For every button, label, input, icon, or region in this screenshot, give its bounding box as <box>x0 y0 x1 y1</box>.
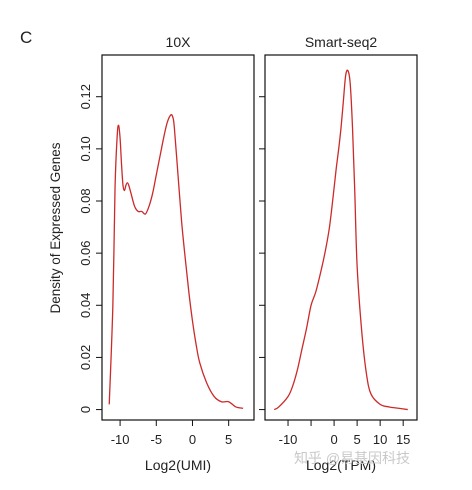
x-tick-label-smartseq2: 0 <box>330 432 337 447</box>
panel-title-10x: 10X <box>166 34 192 50</box>
panel-10x: 10X -10 -5 0 5 0 0.02 0.04 0.06 0.08 0.10 0.12 Log… <box>78 34 254 473</box>
y-axis-label: Density of Expressed Genes <box>48 142 63 313</box>
watermark-text: 知乎 @易基因科技 <box>294 450 410 466</box>
x-tick-label-10x: -5 <box>151 432 163 447</box>
tick-group-smartseq2: -10 0 5 10 15 <box>259 97 410 447</box>
x-axis-label-10x: Log2(UMI) <box>145 457 211 473</box>
y-tick-label-10x: 0 <box>78 406 93 413</box>
density-curve-smartseq2 <box>274 70 408 409</box>
x-tick-label-smartseq2: 5 <box>354 432 361 447</box>
y-tick-label-10x: 0.08 <box>78 188 93 213</box>
y-tick-label-10x: 0.02 <box>78 345 93 370</box>
x-tick-label-smartseq2: 10 <box>373 432 387 447</box>
x-tick-label-smartseq2: 15 <box>396 432 410 447</box>
plot-frame-10x <box>102 55 254 420</box>
y-tick-label-10x: 0.06 <box>78 240 93 265</box>
panel-title-smartseq2: Smart-seq2 <box>305 34 378 50</box>
tick-group-10x: -10 -5 0 5 0 0.02 0.04 0.06 0.08 0.10 0.12 <box>78 84 232 447</box>
x-tick-label-smartseq2: -10 <box>279 432 298 447</box>
y-tick-label-10x: 0.04 <box>78 293 93 318</box>
y-tick-label-10x: 0.10 <box>78 136 93 161</box>
x-tick-label-10x: 5 <box>225 432 232 447</box>
panel-smartseq2: Smart-seq2 -10 0 5 10 15 Log2(TPM) <box>259 34 417 473</box>
density-curve-10x <box>109 115 243 409</box>
panel-letter: C <box>20 28 32 47</box>
x-tick-label-10x: -10 <box>111 432 130 447</box>
plot-frame-smartseq2 <box>265 55 417 420</box>
x-tick-label-10x: 0 <box>189 432 196 447</box>
y-tick-label-10x: 0.12 <box>78 84 93 109</box>
